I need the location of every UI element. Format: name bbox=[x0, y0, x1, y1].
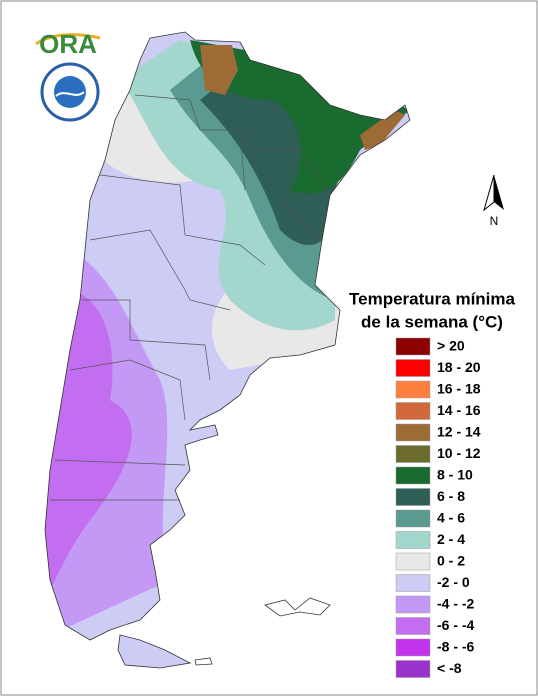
legend-swatch bbox=[395, 531, 431, 549]
legend-label: 16 - 18 bbox=[437, 381, 481, 397]
legend-label: < -8 bbox=[437, 660, 462, 676]
province-borders bbox=[50, 94, 331, 501]
legend-swatch bbox=[395, 574, 431, 592]
legend-swatch bbox=[395, 552, 431, 571]
legend-swatch bbox=[395, 660, 431, 678]
logo: ORA bbox=[35, 29, 101, 122]
legend-label: 6 - 8 bbox=[437, 488, 465, 504]
legend-label: > 20 bbox=[437, 338, 465, 354]
legend-label: 2 - 4 bbox=[437, 531, 465, 547]
legend: Temperatura mínima de la semana (°C) > 20 1… bbox=[349, 289, 516, 678]
legend-swatch bbox=[395, 595, 431, 614]
legend-swatch bbox=[395, 466, 431, 485]
legend-swatch bbox=[395, 509, 431, 528]
compass: N bbox=[483, 174, 504, 228]
legend-label: 18 - 20 bbox=[437, 359, 481, 375]
legend-swatch bbox=[395, 359, 431, 377]
legend-title: de la semana (°C) bbox=[361, 312, 503, 331]
island bbox=[194, 657, 213, 666]
legend-label: 4 - 6 bbox=[437, 510, 465, 526]
legend-label: -4 - -2 bbox=[437, 596, 475, 612]
legend-swatch bbox=[395, 445, 431, 463]
islands bbox=[264, 597, 331, 617]
legend-swatch bbox=[395, 617, 431, 635]
legend-label: 0 - 2 bbox=[437, 553, 465, 569]
legend-swatch bbox=[395, 380, 431, 399]
legend-swatch bbox=[395, 423, 431, 442]
legend-label: -6 - -4 bbox=[437, 617, 475, 633]
compass-label: N bbox=[490, 214, 499, 228]
legend-swatch bbox=[395, 488, 431, 506]
legend-swatch bbox=[395, 337, 431, 356]
legend-swatch bbox=[395, 402, 431, 420]
legend-label: 14 - 16 bbox=[437, 402, 481, 418]
legend-swatch bbox=[395, 638, 431, 657]
legend-title: Temperatura mínima bbox=[349, 289, 516, 308]
legend-label: -2 - 0 bbox=[437, 574, 470, 590]
legend-label: 8 - 10 bbox=[437, 467, 473, 483]
legend-label: 10 - 12 bbox=[437, 445, 481, 461]
legend-label: -8 - -6 bbox=[437, 639, 475, 655]
legend-label: 12 - 14 bbox=[437, 424, 481, 440]
tierra-del-fuego-outline bbox=[117, 634, 192, 669]
logo-text: ORA bbox=[39, 29, 97, 59]
country-outline bbox=[44, 31, 411, 641]
